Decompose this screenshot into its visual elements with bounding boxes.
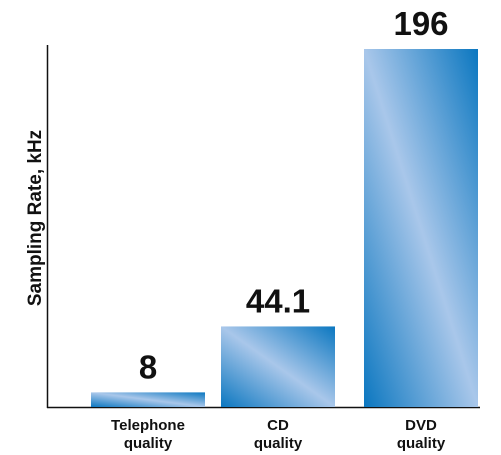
x-tick-label-2-line-1: quality [397,435,446,452]
y-axis-label: Sampling Rate, kHz [25,130,46,306]
x-tick-label-1-line-1: quality [254,435,303,452]
bar-1 [221,326,335,407]
bars-group: 8Telephonequality44.1CDquality196DVDqual… [91,5,478,452]
bar-0 [91,392,205,407]
data-label-1: 44.1 [246,282,310,319]
data-label-2: 196 [393,5,448,42]
x-tick-label-1-line-0: CD [267,417,289,434]
data-label-0: 8 [139,348,157,385]
x-tick-label-2-line-0: DVD [405,417,437,434]
x-tick-label-0-line-1: quality [124,435,173,452]
bar-2 [364,49,478,407]
x-tick-label-0-line-0: Telephone [111,417,185,434]
